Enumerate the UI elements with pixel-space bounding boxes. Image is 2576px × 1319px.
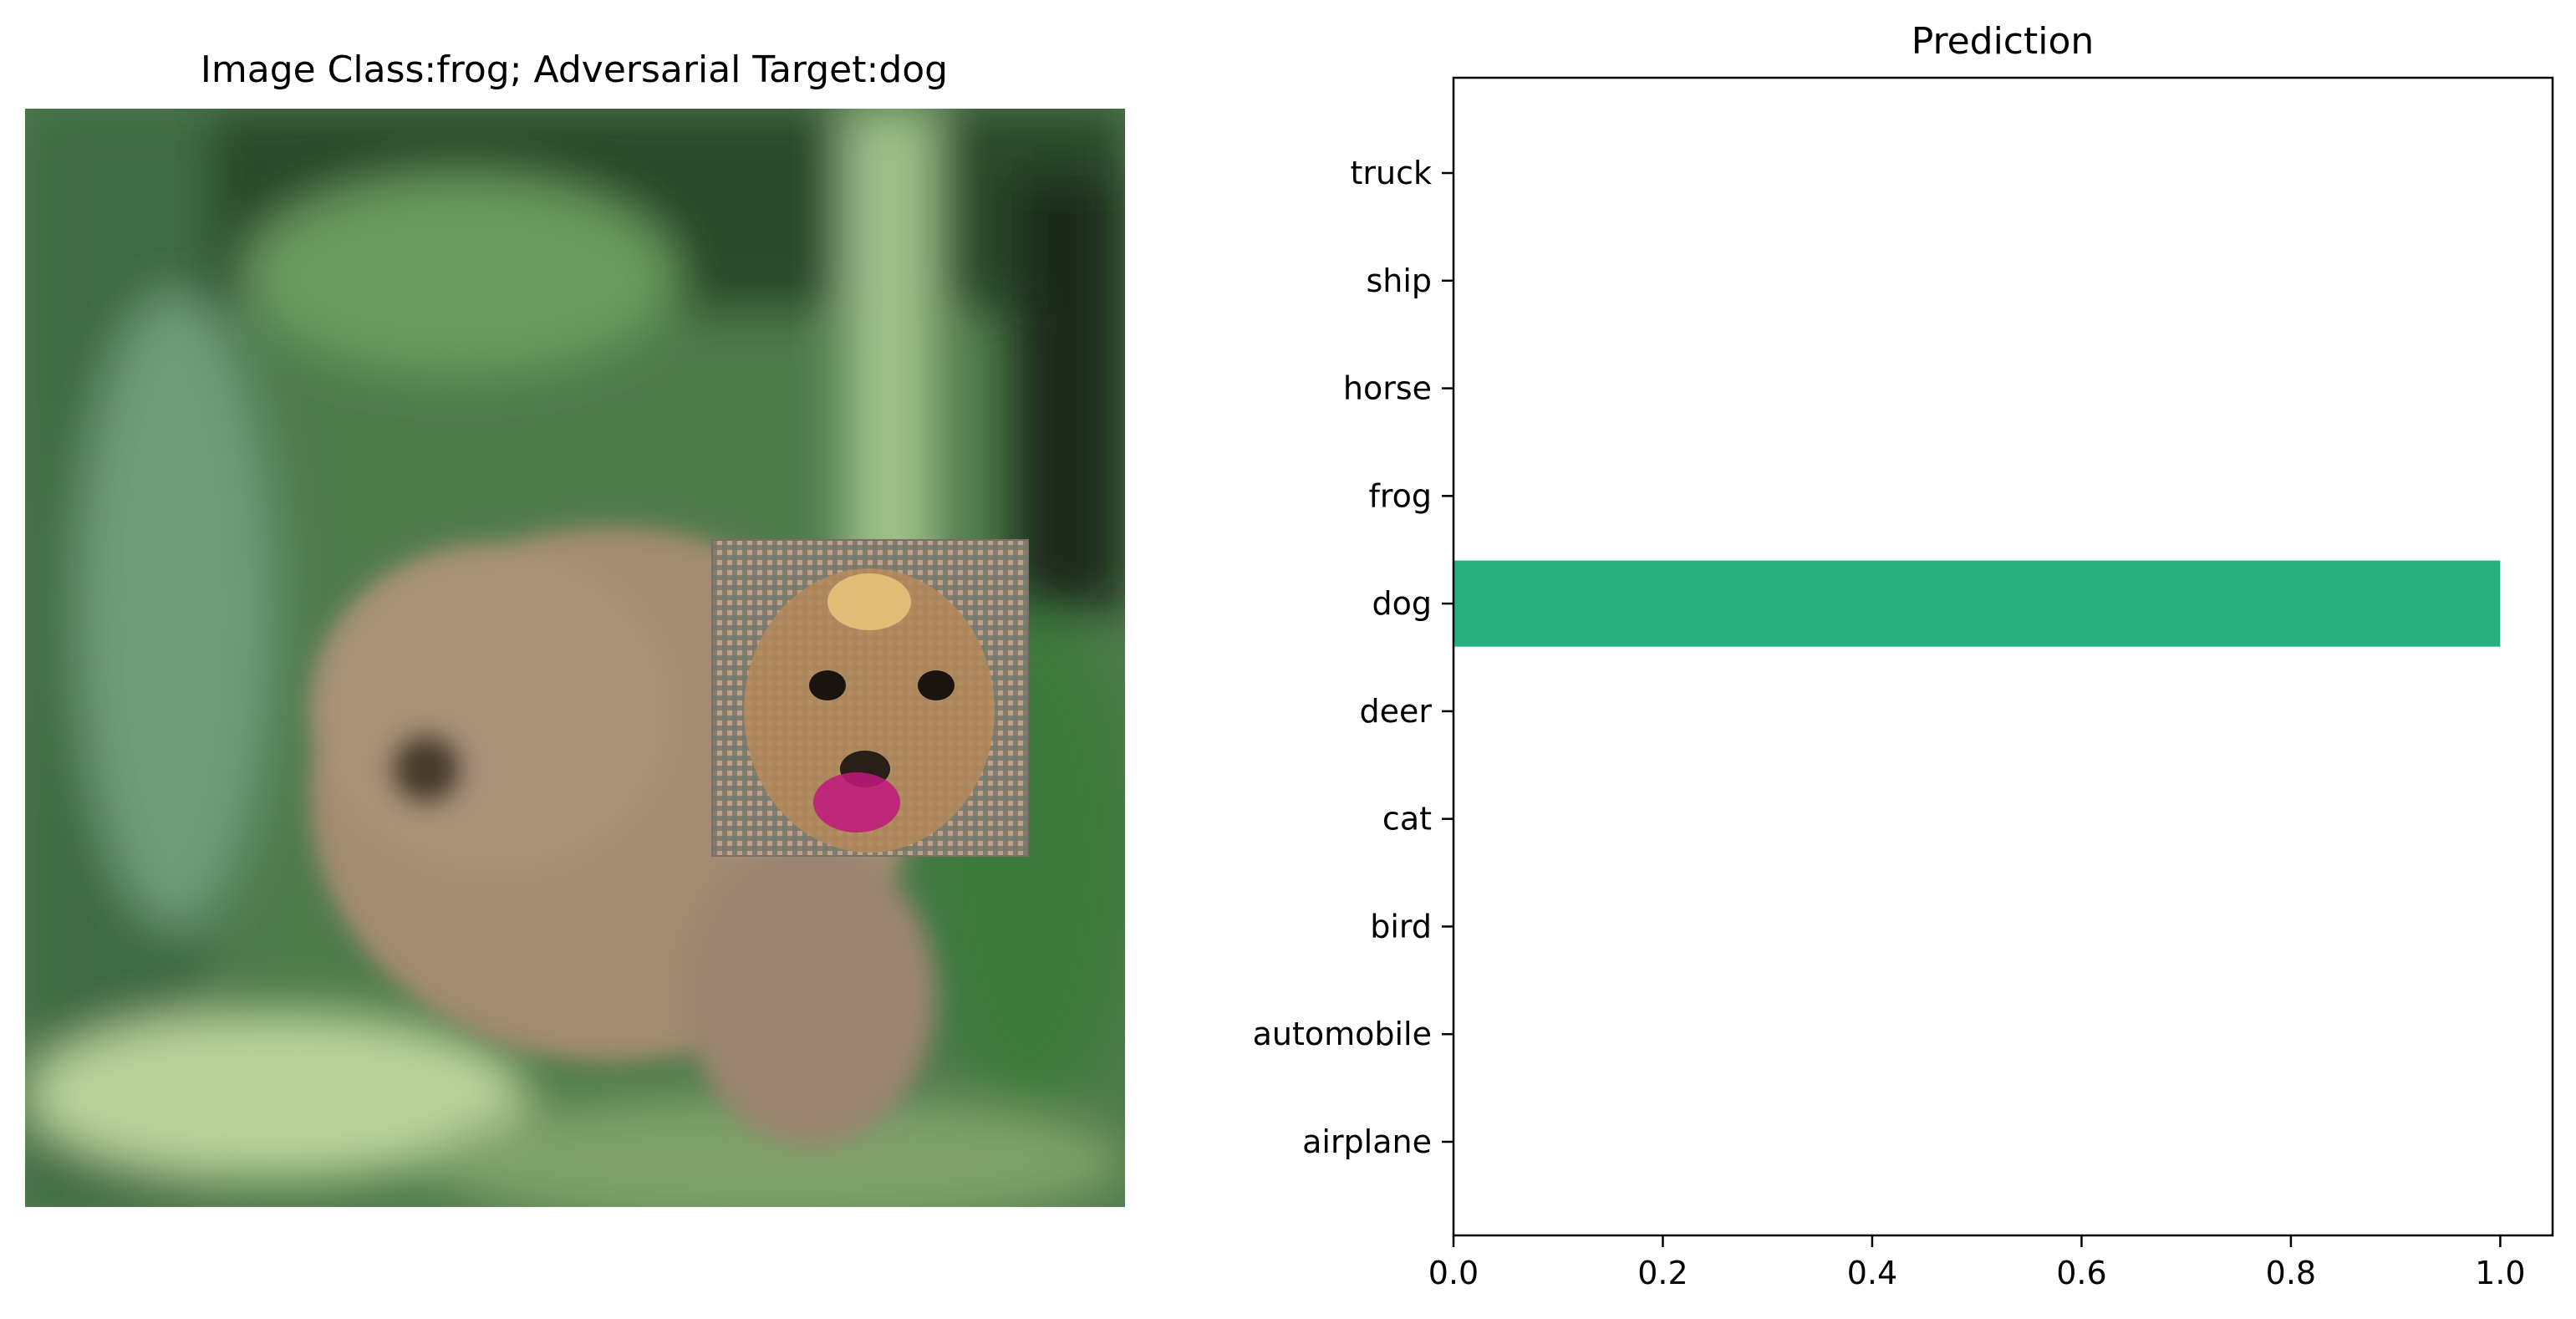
xtick-label-1.0: 1.0 bbox=[2475, 1255, 2525, 1291]
ytick-label-horse: horse bbox=[1343, 370, 1432, 407]
adversarial-image bbox=[25, 109, 1125, 1207]
ytick-label-deer: deer bbox=[1359, 693, 1432, 730]
xtick-label-0.6: 0.6 bbox=[2056, 1255, 2106, 1291]
chart-title: Prediction bbox=[1912, 20, 2095, 63]
ytick-label-ship: ship bbox=[1366, 262, 1432, 299]
adversarial-patch bbox=[711, 539, 1029, 857]
ytick-label-automobile: automobile bbox=[1253, 1016, 1432, 1052]
xtick-label-0.2: 0.2 bbox=[1637, 1255, 1688, 1291]
ytick-label-dog: dog bbox=[1372, 585, 1433, 622]
xtick-label-0.4: 0.4 bbox=[1847, 1255, 1897, 1291]
chart-axes bbox=[1452, 76, 2554, 1237]
image-title: Image Class:frog; Adversarial Target:dog bbox=[200, 48, 949, 91]
xtick-label-0.8: 0.8 bbox=[2266, 1255, 2316, 1291]
ytick-label-truck: truck bbox=[1350, 155, 1432, 191]
ytick-label-bird: bird bbox=[1370, 908, 1432, 945]
xtick-label-0.0: 0.0 bbox=[1428, 1255, 1479, 1291]
ytick-label-cat: cat bbox=[1382, 801, 1432, 838]
ytick-label-airplane: airplane bbox=[1302, 1123, 1432, 1160]
ytick-label-frog: frog bbox=[1368, 477, 1432, 514]
bar-dog bbox=[1453, 560, 2501, 647]
